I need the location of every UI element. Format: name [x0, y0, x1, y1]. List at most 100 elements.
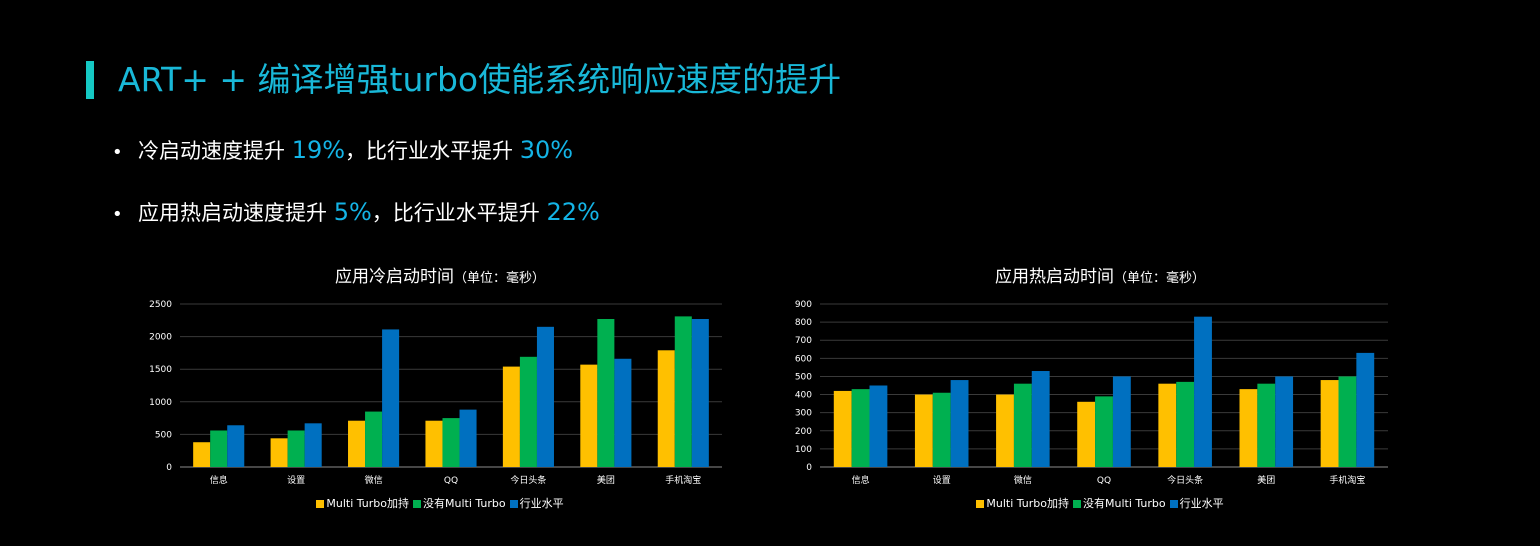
bar	[193, 442, 211, 467]
bar	[1158, 383, 1177, 467]
hot-start-chart: 应用热启动时间（单位：毫秒） 0 100 200 300 400 500 600 700 800…	[780, 262, 1420, 522]
bullet-highlight: 22%	[546, 198, 600, 226]
bullet-marker: •	[112, 204, 123, 225]
y-tick-label: 0	[166, 463, 172, 473]
legend-label: 没有Multi Turbo	[1083, 497, 1166, 510]
bar	[227, 425, 245, 467]
bar	[270, 438, 288, 467]
bar	[442, 418, 460, 467]
cold-start-plot: 0 500 1000 1500 2000 2500 信息 设置 微信 QQ 今日头条 美团 手机淘宝	[149, 300, 722, 486]
bar	[502, 366, 520, 467]
chart-title-unit: （单位：毫秒）	[453, 271, 545, 286]
legend-label: Multi Turbo加持	[326, 497, 409, 510]
x-tick-label: 美团	[1257, 474, 1275, 486]
bar	[1013, 383, 1032, 467]
legend-item: 行业水平	[1169, 495, 1224, 511]
bar	[382, 329, 400, 467]
slide-title: ART+ + 编译增强turbo使能系统响应速度的提升	[118, 60, 842, 99]
bar	[691, 318, 709, 467]
legend-label: 行业水平	[1179, 497, 1224, 510]
x-tick-label: 今日头条	[510, 474, 546, 486]
y-tick-label: 2000	[149, 333, 172, 343]
legend-item: 行业水平	[509, 495, 564, 511]
x-tick-label: QQ	[1097, 476, 1111, 486]
y-tick-label: 1000	[149, 398, 172, 408]
y-tick-label: 200	[795, 427, 812, 437]
y-tick-label: 300	[795, 409, 812, 419]
y-tick-label: 800	[795, 318, 812, 328]
bar	[1338, 376, 1357, 467]
bar	[348, 420, 366, 467]
bar	[657, 350, 675, 467]
x-tick-label: 微信	[1014, 474, 1032, 486]
bar	[1031, 371, 1050, 467]
bullet-text: 冷启动速度提升	[138, 139, 292, 163]
bullet-text: ，比行业水平提升	[345, 139, 520, 163]
bar	[869, 385, 888, 467]
legend-label: 行业水平	[519, 497, 564, 510]
bullet-cold-start: • 冷启动速度提升 19%，比行业水平提升 30%	[112, 135, 573, 168]
bullet-highlight: 30%	[519, 136, 574, 164]
bullet-text: ，比行业水平提升	[371, 201, 547, 225]
y-tick-label: 1500	[149, 365, 172, 375]
bullet-marker: •	[112, 142, 123, 163]
bar	[1356, 352, 1375, 467]
y-tick-label: 0	[806, 463, 812, 473]
title-accent-bar	[86, 61, 94, 99]
bar	[833, 390, 852, 467]
legend-swatch	[976, 500, 985, 508]
bar	[1257, 383, 1276, 467]
bar	[1239, 389, 1258, 467]
bar	[914, 394, 933, 467]
legend-swatch	[413, 500, 421, 508]
legend-label: Multi Turbo加持	[986, 497, 1069, 510]
bar	[536, 326, 554, 467]
bar	[580, 364, 598, 467]
bar	[1095, 396, 1113, 467]
legend-swatch	[1169, 500, 1178, 508]
x-tick-label: 手机淘宝	[1329, 474, 1365, 486]
chart-legend: Multi Turbo加持 没有Multi Turbo 行业水平	[130, 495, 750, 511]
y-tick-label: 500	[155, 430, 172, 440]
legend-item: Multi Turbo加持	[316, 495, 409, 511]
bullet-text: 应用热启动速度提升	[138, 201, 334, 225]
x-tick-label: 信息	[852, 474, 870, 486]
legend-swatch	[509, 500, 518, 508]
bar	[674, 316, 692, 467]
bar	[287, 430, 305, 467]
legend-item: Multi Turbo加持	[976, 495, 1069, 511]
y-tick-label: 100	[795, 445, 812, 455]
y-tick-label: 2500	[149, 300, 172, 310]
y-tick-label: 900	[795, 300, 812, 310]
bar	[1112, 376, 1131, 467]
bar	[950, 380, 969, 467]
x-tick-label: 美团	[597, 474, 615, 486]
chart-legend: Multi Turbo加持 没有Multi Turbo 行业水平	[780, 495, 1420, 511]
x-tick-label: 手机淘宝	[665, 474, 701, 486]
bar	[519, 356, 537, 467]
bar	[365, 411, 383, 467]
y-tick-label: 400	[795, 391, 812, 401]
chart-title-unit: （单位：毫秒）	[1113, 271, 1205, 286]
bar	[932, 392, 951, 467]
hot-start-plot: 0 100 200 300 400 500 600 700 800 900 信息 设置 微信 QQ 今日头条…	[795, 300, 1388, 486]
bullet-highlight: 19%	[291, 136, 346, 164]
bar	[1077, 401, 1096, 467]
y-tick-label: 600	[795, 354, 812, 364]
bar	[459, 409, 477, 467]
bar	[304, 423, 322, 467]
chart-title-text: 应用冷启动时间	[334, 267, 454, 287]
bar	[1275, 376, 1294, 467]
bar	[425, 420, 443, 467]
cold-start-chart: 应用冷启动时间（单位：毫秒） 0 500 1000 1500 2000 2500 信息 设置 微…	[130, 262, 750, 522]
bullet-highlight: 5%	[333, 198, 372, 226]
bar	[597, 318, 615, 467]
bar	[210, 430, 228, 467]
y-tick-label: 700	[795, 336, 812, 346]
bar	[1320, 380, 1339, 467]
x-tick-label: QQ	[444, 476, 458, 486]
bar	[851, 389, 870, 467]
chart-title-text: 应用热启动时间	[994, 267, 1114, 287]
bar	[1176, 381, 1195, 467]
x-tick-label: 今日头条	[1167, 474, 1203, 486]
